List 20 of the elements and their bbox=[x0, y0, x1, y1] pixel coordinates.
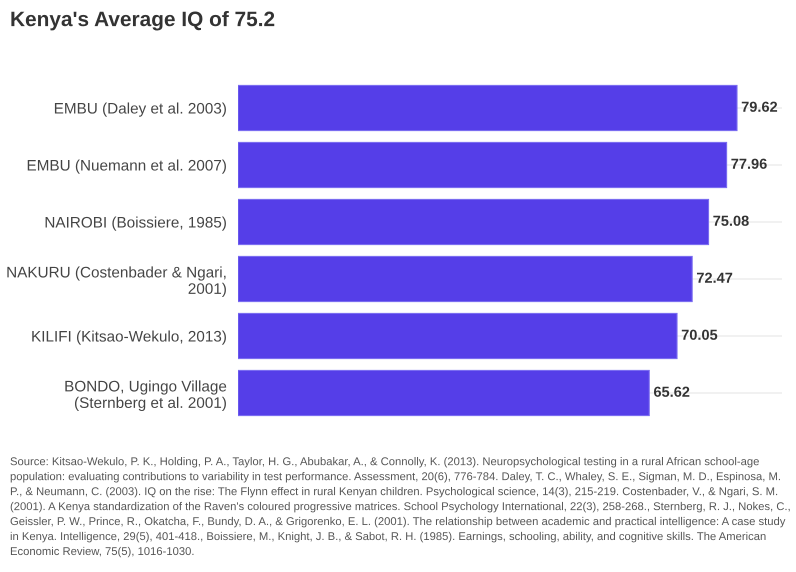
y-tick-label: NAIROBI (Boissiere, 1985) bbox=[46, 216, 226, 231]
data-label: 75.08 bbox=[713, 216, 749, 226]
bar bbox=[238, 312, 678, 360]
bar bbox=[238, 142, 728, 188]
data-label: 72.47 bbox=[696, 272, 732, 283]
y-tick-label: NAKURU (Costenbader & Ngari, 2001) bbox=[7, 266, 226, 298]
data-label: 70.05 bbox=[682, 330, 718, 340]
bar bbox=[238, 198, 710, 246]
bar bbox=[238, 256, 693, 302]
y-tick-label: EMBU (Nuemann et al. 2007) bbox=[28, 159, 226, 174]
chart-title: Kenya's Average IQ of 75.2 bbox=[11, 11, 274, 31]
source-note: Source: Kitsao-Wekulo, P. K., Holding, P. A., Taylor, H. G., Abubakar, A., & Connolly, K. (2013). Neuropsychological testing in a rural African school-age population: evaluating contributions to variability in test performance. Assessment, 20(6), 776-784. Daley, T. C., Whaley, S. E., Sigman, M. D., Espinosa, M. P., & Neumann, C. (2003). IQ on the rise: The Flynn effect in rural Kenyan children. Psychological science, 14(3), 215-219. Costenbader, V., & Ngari, S. M. (2001). A Kenya standardization of the Raven's coloured progressive matrices. School Psychology International, 22(3), 258-268., Sternberg, R. J., Nokes, C., Geissler, P. W., Prince, R., Okatcha, F., Bundy, D. A., & Grigorenko, E. L. (2001). The relationship between academic and practical intelligence: A case study in Kenya. Intelligence, 29(5), 401-418., Boissiere, M., Knight, J. B., & Sabot, R. H. (1985). Earnings, schooling, ability, and cognitive skills. The American Economic Review, 75(5), 1016-1030. bbox=[10, 457, 790, 558]
data-label: 65.62 bbox=[654, 386, 690, 397]
data-label: 77.96 bbox=[731, 158, 767, 169]
y-tick-label: KILIFI (Kitsao-Wekulo, 2013) bbox=[32, 330, 226, 345]
data-label: 79.62 bbox=[742, 102, 778, 112]
y-tick-label: BONDO, Ugingo Village (Sternberg et al. 2001) bbox=[65, 380, 226, 412]
bar bbox=[238, 370, 650, 416]
y-tick-label: EMBU (Daley et al. 2003) bbox=[54, 102, 226, 117]
bar bbox=[238, 84, 738, 132]
